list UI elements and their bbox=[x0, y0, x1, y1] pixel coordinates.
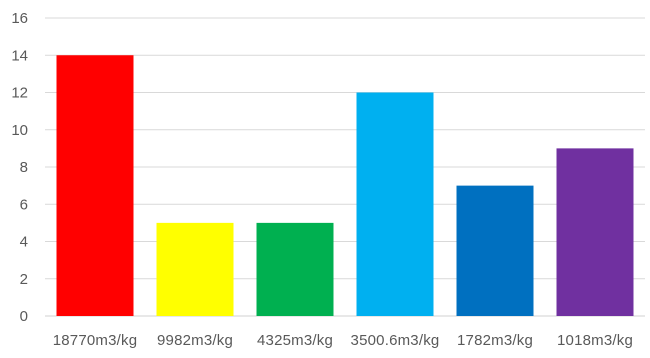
x-axis-ticks: 18770m3/kg 9982m3/kg 4325m3/kg 3500.6m3/kg 1… bbox=[53, 332, 633, 349]
bars bbox=[56, 55, 634, 316]
y-tick-label: 0 bbox=[20, 308, 28, 325]
x-tick-label: 18770m3/kg bbox=[53, 332, 138, 349]
x-tick-label: 4325m3/kg bbox=[257, 332, 333, 349]
gridlines bbox=[45, 17, 645, 317]
y-tick-label: 14 bbox=[11, 47, 28, 64]
y-tick-label: 6 bbox=[20, 196, 28, 213]
x-tick-label: 1782m3/kg bbox=[457, 332, 533, 349]
y-tick-label: 10 bbox=[11, 122, 28, 139]
y-axis-ticks: 0 2 4 6 8 10 12 14 16 bbox=[11, 10, 28, 325]
y-tick-label: 16 bbox=[11, 10, 28, 27]
y-tick-label: 12 bbox=[11, 85, 28, 102]
bar bbox=[56, 55, 134, 316]
x-tick-label: 1018m3/kg bbox=[557, 332, 633, 349]
y-tick-label: 4 bbox=[20, 234, 28, 251]
x-tick-label: 9982m3/kg bbox=[157, 332, 233, 349]
bar bbox=[156, 222, 234, 316]
bar bbox=[356, 92, 434, 316]
y-tick-label: 2 bbox=[20, 271, 28, 288]
bar bbox=[456, 185, 534, 316]
bar bbox=[256, 222, 334, 316]
bar bbox=[556, 148, 634, 316]
y-tick-label: 8 bbox=[20, 159, 28, 176]
x-tick-label: 3500.6m3/kg bbox=[351, 332, 440, 349]
